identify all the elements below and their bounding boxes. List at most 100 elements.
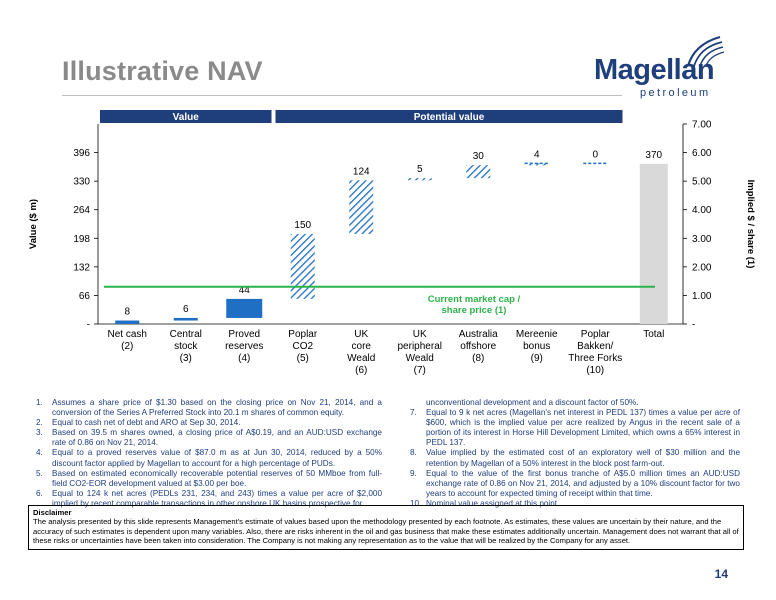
category-label: Poplar (581, 329, 611, 340)
category-label: (5) (297, 353, 309, 364)
bar-value-label: 6 (183, 304, 189, 315)
category-label: stock (174, 341, 198, 352)
footnote-number: 3. (36, 428, 43, 438)
y-tick-label: 330 (73, 177, 90, 188)
company-logo: Magellan petroleum (594, 35, 725, 99)
footnote-number: 7. (410, 408, 417, 418)
footnote-text: Equal to cash net of debt and ARO at Sep… (52, 418, 241, 428)
waterfall-bar (407, 178, 432, 181)
waterfall-bar (639, 163, 668, 324)
section-header-bg (100, 110, 272, 123)
y2-tick-label: 4.00 (692, 205, 712, 216)
footnote-text: Equal to a proved reserves value of $87.… (52, 448, 382, 468)
footnotes-right: unconventional development and a discoun… (404, 398, 740, 509)
section-header-label: Value (173, 112, 200, 123)
bar-value-label: 44 (239, 285, 251, 296)
footnote-item: 10. Nominal value assigned at this point. (404, 499, 740, 509)
footnote-text: Equal to the value of the first bonus tr… (426, 468, 740, 498)
waterfall-bar (226, 298, 263, 318)
footnote-text: Nominal value assigned at this point. (426, 498, 560, 508)
page-title: Illustrative NAV (62, 56, 263, 86)
footnote-text: Based on estimated economically recovera… (52, 468, 382, 488)
category-label: (10) (586, 365, 604, 376)
section-header-bg (275, 110, 623, 123)
category-label: (7) (414, 365, 426, 376)
disclaimer-box: Disclaimer The analysis presented by thi… (28, 505, 744, 550)
logo-wordmark: Magellan (594, 54, 715, 86)
section-header-label: Potential value (414, 112, 485, 123)
waterfall-bar (290, 233, 315, 299)
category-label: core (352, 341, 372, 352)
category-label: (6) (355, 365, 367, 376)
category-label: UK (413, 329, 427, 340)
footnote-text: Equal to 9 k net acres (Magellan's net i… (426, 408, 740, 448)
footnote-number: 9. (410, 468, 417, 478)
waterfall-bar (115, 320, 140, 324)
category-label: Three Forks (568, 353, 622, 364)
footnote-number: 1. (36, 398, 43, 407)
category-label: (3) (180, 353, 192, 364)
title-rule (62, 95, 622, 96)
footnote-item: 5. Based on estimated economically recove… (30, 469, 382, 489)
market-cap-label: share price (1) (442, 305, 507, 316)
y-tick-label: - (87, 320, 90, 331)
page-number: 14 (714, 567, 728, 581)
y2-tick-label: 3.00 (692, 234, 712, 245)
category-label: peripheral (398, 341, 442, 352)
y2-tick-label: 1.00 (692, 291, 712, 302)
logo-swoosh-icon (686, 35, 725, 67)
footnote-text: Assumes a share price of $1.30 based on … (52, 398, 382, 418)
waterfall-bar (466, 165, 491, 179)
category-label: Australia (459, 329, 498, 340)
y-tick-label: 396 (73, 148, 90, 159)
footnote-item: 2. Equal to cash net of debt and ARO at S… (30, 418, 382, 428)
category-label: Bakken/ (577, 341, 613, 352)
y2-tick-label: 5.00 (692, 177, 712, 188)
y-tick-label: 66 (79, 291, 91, 302)
y-tick-label: 198 (73, 234, 90, 245)
y2-tick-label: 6.00 (692, 148, 712, 159)
y2-tick-label: - (692, 320, 695, 331)
footnote-number: 8. (410, 448, 417, 458)
footnote-item: 9. Equal to the value of the first bonus … (404, 469, 740, 499)
category-label: Weald (347, 353, 375, 364)
bar-value-label: 370 (645, 150, 662, 161)
footnote-item: 4. Equal to a proved reserves value of $8… (30, 448, 382, 468)
footnote-number: 10. (410, 498, 422, 508)
category-label: (9) (531, 353, 543, 364)
footnotes-left: 1. Assumes a share price of $1.30 based o… (30, 398, 382, 509)
category-label: (2) (121, 341, 133, 352)
waterfall-bar (173, 317, 198, 321)
disclaimer-title: Disclaimer (33, 508, 72, 517)
category-label: Total (643, 329, 664, 340)
footnote-number: 2. (36, 418, 43, 428)
waterfall-bar (524, 163, 549, 166)
bar-value-label: 5 (417, 164, 423, 175)
category-label: Central (170, 329, 202, 340)
footnote-number: 6. (36, 488, 43, 498)
footnote-item: 7. Equal to 9 k net acres (Magellan's net… (404, 408, 740, 448)
category-label: offshore (460, 341, 496, 352)
bar-value-label: 30 (473, 151, 485, 162)
bar-value-label: 8 (124, 307, 130, 318)
footnote-item: 1. Assumes a share price of $1.30 based o… (30, 398, 382, 418)
nav-waterfall-chart: Value Potential value - 66 132 198 264 330 396 - 1… (28, 110, 756, 376)
y2-tick-label: 7.00 (692, 120, 712, 131)
bar-value-label: 0 (592, 149, 598, 160)
footnote-item: 3. Based on 39.5 m shares owned, a closin… (30, 428, 382, 448)
footnote-number: 5. (36, 468, 43, 478)
footnote-text: Value implied by the estimated cost of a… (426, 448, 740, 468)
category-label: bonus (523, 341, 550, 352)
category-label: Weald (406, 353, 434, 364)
market-cap-label: Current market cap / (428, 294, 521, 305)
category-label: UK (354, 329, 368, 340)
footnote-item: 8. Value implied by the estimated cost of… (404, 448, 740, 468)
bar-value-label: 4 (534, 149, 540, 160)
category-label: (8) (472, 353, 484, 364)
bar-value-label: 150 (294, 220, 311, 231)
footnote-text: Based on 39.5 m shares owned, a closing … (52, 428, 382, 448)
y2-tick-label: 2.00 (692, 262, 712, 273)
y2-axis-title: Implied $ / share (1) (745, 180, 756, 269)
footnote-number: 4. (36, 448, 43, 458)
footnote-text: Equal to 124 k net acres (PEDLs 231, 234… (52, 488, 382, 508)
